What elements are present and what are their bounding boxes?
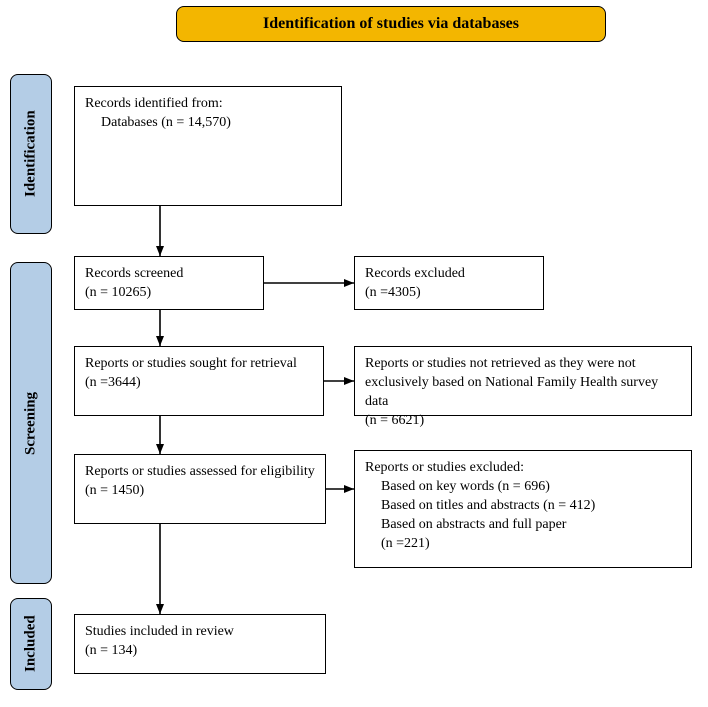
box-reports-assessed: Reports or studies assessed for eligibil… xyxy=(74,454,326,524)
text-line: (n =3644) xyxy=(85,375,141,390)
box-reports-sought: Reports or studies sought for retrieval … xyxy=(74,346,324,416)
text-line: Reports or studies not retrieved as they… xyxy=(365,356,658,409)
text-line: Records identified from: xyxy=(85,96,223,111)
title-banner: Identification of studies via databases xyxy=(176,6,606,42)
title-text: Identification of studies via databases xyxy=(263,15,519,33)
text-line: (n = 1450) xyxy=(85,483,144,498)
box-reports-not-retrieved: Reports or studies not retrieved as they… xyxy=(354,346,692,416)
flowchart-canvas: Identification of studies via databases … xyxy=(0,0,708,707)
box-reports-excluded: Reports or studies excluded: Based on ke… xyxy=(354,450,692,568)
box-records-identified: Records identified from: Databases (n = … xyxy=(74,86,342,206)
text-line: Reports or studies excluded: xyxy=(365,460,524,475)
text-line: (n = 134) xyxy=(85,643,137,658)
text-line: Based on titles and abstracts (n = 412) xyxy=(365,497,681,516)
stage-label-screening: Screening xyxy=(10,262,52,584)
text-line: Reports or studies sought for retrieval xyxy=(85,356,297,371)
text-line: Databases (n = 14,570) xyxy=(85,114,331,133)
text-line: (n = 6621) xyxy=(365,413,424,428)
text-line: Based on abstracts and full paper xyxy=(365,516,681,535)
stage-label-identification: Identification xyxy=(10,74,52,234)
text-line: Based on key words (n = 696) xyxy=(365,478,681,497)
box-studies-included: Studies included in review (n = 134) xyxy=(74,614,326,674)
box-records-excluded: Records excluded (n =4305) xyxy=(354,256,544,310)
text-line: Records excluded xyxy=(365,266,465,281)
text-line: Studies included in review xyxy=(85,624,234,639)
text-line: Records screened xyxy=(85,266,183,281)
text-line: Reports or studies assessed for eligibil… xyxy=(85,464,315,479)
text-line: (n =221) xyxy=(365,535,681,554)
text-line: (n = 10265) xyxy=(85,285,151,300)
text-line: (n =4305) xyxy=(365,285,421,300)
box-records-screened: Records screened (n = 10265) xyxy=(74,256,264,310)
stage-label-included: Included xyxy=(10,598,52,690)
